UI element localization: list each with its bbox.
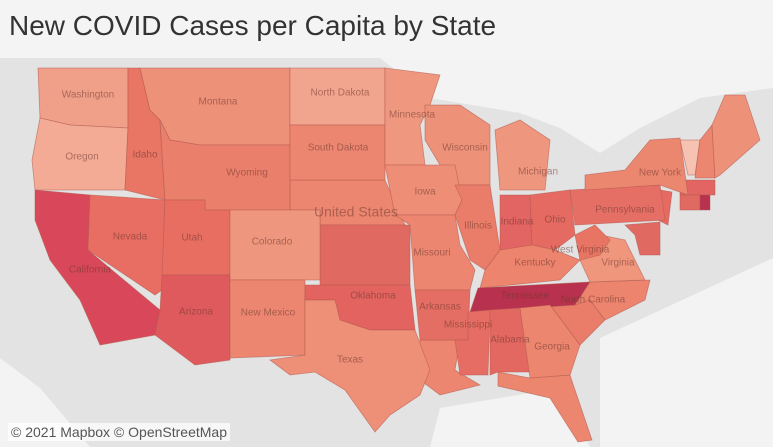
state-label: Nevada: [113, 232, 148, 243]
state-shape: [699, 194, 711, 211]
state-label: North Carolina: [561, 295, 626, 306]
state-shape: [494, 119, 551, 191]
state-shape: [454, 184, 501, 271]
state-label: Colorado: [252, 237, 293, 248]
state-label: West Virginia: [551, 245, 610, 256]
state-shape: [679, 194, 701, 211]
state-label: Alabama: [490, 335, 530, 346]
state-label: Wisconsin: [442, 143, 488, 154]
state-label: Michigan: [518, 167, 558, 178]
state-shape: [529, 189, 576, 251]
state-label: Kentucky: [514, 258, 555, 269]
state-label: South Dakota: [308, 143, 369, 154]
state-shape: [268, 299, 431, 433]
state-shape: [497, 371, 593, 443]
state-shape: [489, 307, 531, 376]
state-label: Texas: [337, 355, 363, 366]
state-label: Indiana: [501, 217, 534, 228]
state-label: California: [69, 265, 112, 276]
state-label: Wyoming: [226, 168, 268, 179]
state-label: North Dakota: [311, 88, 370, 99]
state-label: Idaho: [132, 150, 157, 161]
state-shape: [414, 289, 471, 341]
state-shape: [319, 224, 411, 286]
state-label: Missouri: [413, 248, 450, 259]
state-label: Utah: [181, 233, 202, 244]
state-label: Illinois: [464, 221, 492, 232]
state-shape: [519, 304, 581, 379]
map: Washington Oregon California Nevada Idaho Mon…: [0, 58, 773, 447]
state-shape: [229, 209, 321, 281]
state-label: Mississippi: [444, 320, 492, 331]
state-shape: [87, 194, 166, 296]
state-label: Tennessee: [501, 291, 550, 302]
state-label: Iowa: [414, 187, 436, 198]
state-label: Ohio: [544, 215, 566, 226]
state-shape: [574, 224, 611, 261]
state-label: New Mexico: [241, 308, 296, 319]
state-shape: [229, 279, 306, 359]
state-label: Arizona: [179, 307, 213, 318]
water: [380, 58, 773, 153]
state-label: Washington: [62, 90, 114, 101]
state-label: Georgia: [534, 342, 570, 353]
state-label: Pennsylvania: [595, 205, 655, 216]
country-label: United States: [314, 204, 398, 220]
state-shape: [624, 221, 661, 256]
title: New COVID Cases per Capita by State: [9, 10, 497, 41]
state-shape: [711, 94, 761, 179]
state-label: Montana: [199, 97, 238, 108]
state-label: Virginia: [601, 258, 635, 269]
state-label: Minnesota: [389, 110, 436, 121]
state-shape: [479, 244, 581, 289]
state-label: Arkansas: [419, 302, 461, 313]
state-shape: [289, 124, 386, 181]
state-label: Oregon: [65, 152, 98, 163]
state-label: Oklahoma: [350, 291, 396, 302]
state-shape: [393, 214, 476, 291]
attribution: © 2021 Mapbox © OpenStreetMap: [8, 423, 230, 441]
water: [0, 258, 773, 447]
state-label: New York: [639, 168, 682, 179]
state-shape: [584, 137, 689, 196]
